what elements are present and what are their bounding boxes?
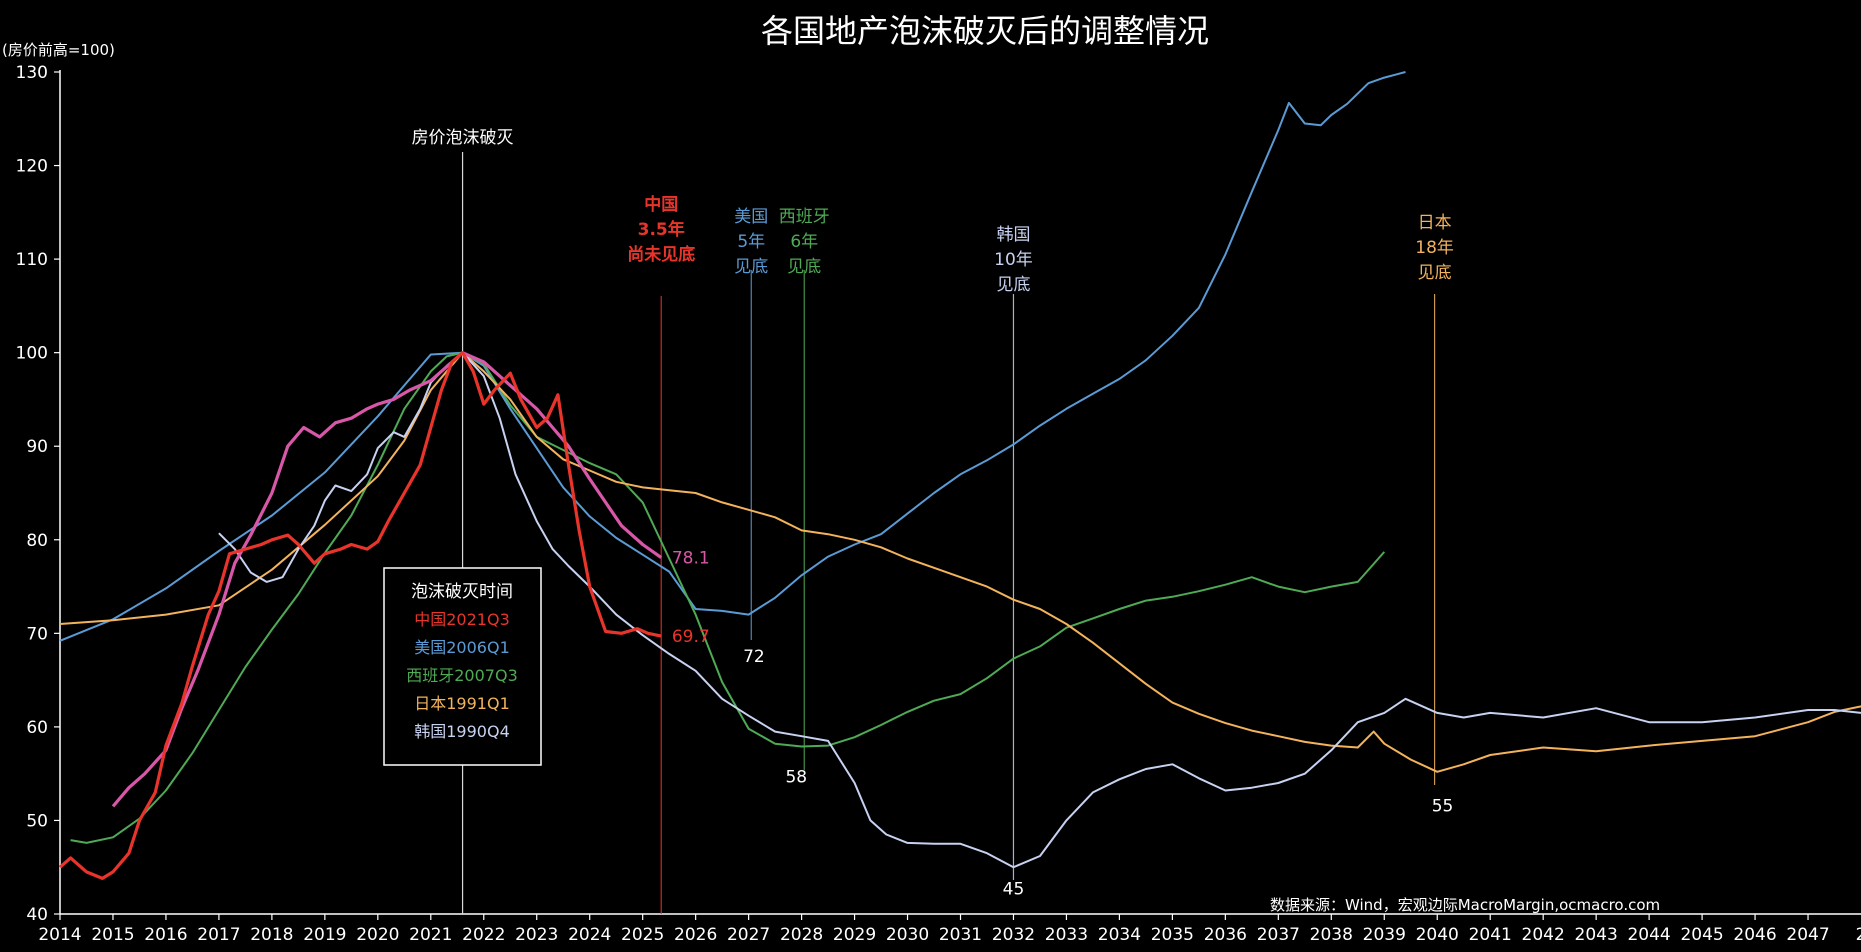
marker-label: 美国 — [734, 207, 768, 227]
x-tick-label: 2031 — [939, 925, 982, 945]
x-tick-label: 2014 — [38, 925, 81, 945]
x-tick-label: 2027 — [727, 925, 770, 945]
y-tick-label: 60 — [26, 718, 48, 738]
y-tick-label: 100 — [16, 344, 48, 364]
x-tick-label: 2041 — [1469, 925, 1512, 945]
marker-label: 日本 — [1418, 213, 1452, 233]
value-label: 58 — [785, 767, 807, 787]
marker-label: 西班牙 — [779, 207, 830, 227]
burst-label: 房价泡沫破灭 — [412, 128, 514, 148]
marker-label: 5年 — [737, 232, 765, 252]
x-tick-label: 2035 — [1151, 925, 1194, 945]
x-tick-label: 2032 — [992, 925, 1035, 945]
x-tick-label: 2036 — [1204, 925, 1247, 945]
x-tick-label: 2029 — [833, 925, 876, 945]
y-tick-label: 130 — [16, 63, 48, 83]
value-label: 78.1 — [672, 549, 710, 569]
x-tick-label: 2021 — [409, 925, 452, 945]
x-tick-label: 2022 — [462, 925, 505, 945]
marker-label: 见底 — [1418, 263, 1452, 283]
value-label: 45 — [1003, 880, 1025, 900]
x-tick-label: 2045 — [1680, 925, 1723, 945]
x-tick-label: 2 — [1856, 925, 1861, 945]
x-tick-label: 2017 — [197, 925, 240, 945]
y-tick-label: 80 — [26, 531, 48, 551]
legend-item: 韩国1990Q4 — [414, 722, 510, 741]
chart-title: 各国地产泡沫破灭后的调整情况 — [761, 12, 1209, 50]
x-tick-label: 2044 — [1627, 925, 1670, 945]
legend-item: 中国2021Q3 — [414, 610, 510, 629]
y-tick-label: 50 — [26, 811, 48, 831]
y-tick-label: 110 — [16, 250, 48, 270]
x-tick-label: 2015 — [91, 925, 134, 945]
x-tick-label: 2020 — [356, 925, 399, 945]
legend-item: 美国2006Q1 — [414, 638, 510, 657]
legend-item: 西班牙2007Q3 — [406, 666, 518, 685]
x-tick-label: 2028 — [780, 925, 823, 945]
x-tick-label: 2037 — [1257, 925, 1300, 945]
source-note: 数据来源：Wind，宏观边际MacroMargin,ocmacro.com — [1270, 896, 1660, 914]
series-line — [59, 71, 1406, 642]
x-tick-label: 2043 — [1575, 925, 1618, 945]
x-tick-label: 2033 — [1045, 925, 1088, 945]
x-tick-label: 2019 — [303, 925, 346, 945]
y-tick-label: 90 — [26, 437, 48, 457]
series-line — [70, 351, 1386, 844]
x-tick-label: 2024 — [568, 925, 611, 945]
series-line — [58, 351, 662, 881]
legend-box — [383, 567, 542, 766]
annotations: 房价泡沫破灭中国3.5年尚未见底美国5年见底西班牙6年见底韩国10年见底日本18… — [412, 128, 1454, 900]
y-tick-label: 70 — [26, 624, 48, 644]
series-line — [218, 351, 1861, 869]
value-label: 72 — [743, 647, 765, 667]
x-tick-label: 2038 — [1310, 925, 1353, 945]
x-tick-label: 2030 — [886, 925, 929, 945]
value-label: 55 — [1432, 796, 1454, 816]
marker-label: 18年 — [1415, 238, 1454, 258]
legend-title: 泡沫破灭时间 — [411, 582, 513, 602]
annotation-lines — [461, 152, 1436, 914]
y-tick-label: 120 — [16, 157, 48, 177]
x-tick-label: 2034 — [1098, 925, 1141, 945]
x-tick-label: 2025 — [621, 925, 664, 945]
x-tick-label: 2046 — [1733, 925, 1776, 945]
x-tick-label: 2016 — [144, 925, 187, 945]
marker-label: 6年 — [790, 232, 818, 252]
marker-label: 见底 — [734, 257, 768, 277]
marker-label: 10年 — [994, 250, 1033, 270]
x-tick-label: 2039 — [1363, 925, 1406, 945]
x-tick-label: 2040 — [1416, 925, 1459, 945]
marker-label: 见底 — [787, 257, 821, 277]
x-tick-label: 2042 — [1522, 925, 1565, 945]
axes: 40 50 60 70 80 90 100 110 120 130 2014 2015 2016 2017… — [16, 63, 1861, 945]
marker-label: 3.5年 — [638, 219, 685, 240]
series-lines — [58, 71, 1861, 881]
x-tick-label: 2026 — [674, 925, 717, 945]
marker-label: 韩国 — [996, 225, 1030, 245]
legend-item: 日本1991Q1 — [414, 694, 510, 713]
y-axis-label: (房价前高=100) — [2, 41, 115, 59]
x-tick-label: 2018 — [250, 925, 293, 945]
marker-label: 尚未见底 — [627, 244, 695, 265]
x-tick-label: 2023 — [515, 925, 558, 945]
series-line — [59, 351, 1861, 773]
value-label: 69.7 — [672, 627, 710, 647]
x-tick-label: 2047 — [1786, 925, 1829, 945]
marker-label: 见底 — [996, 275, 1030, 295]
y-tick-label: 40 — [26, 905, 48, 925]
marker-label: 中国 — [644, 194, 678, 215]
